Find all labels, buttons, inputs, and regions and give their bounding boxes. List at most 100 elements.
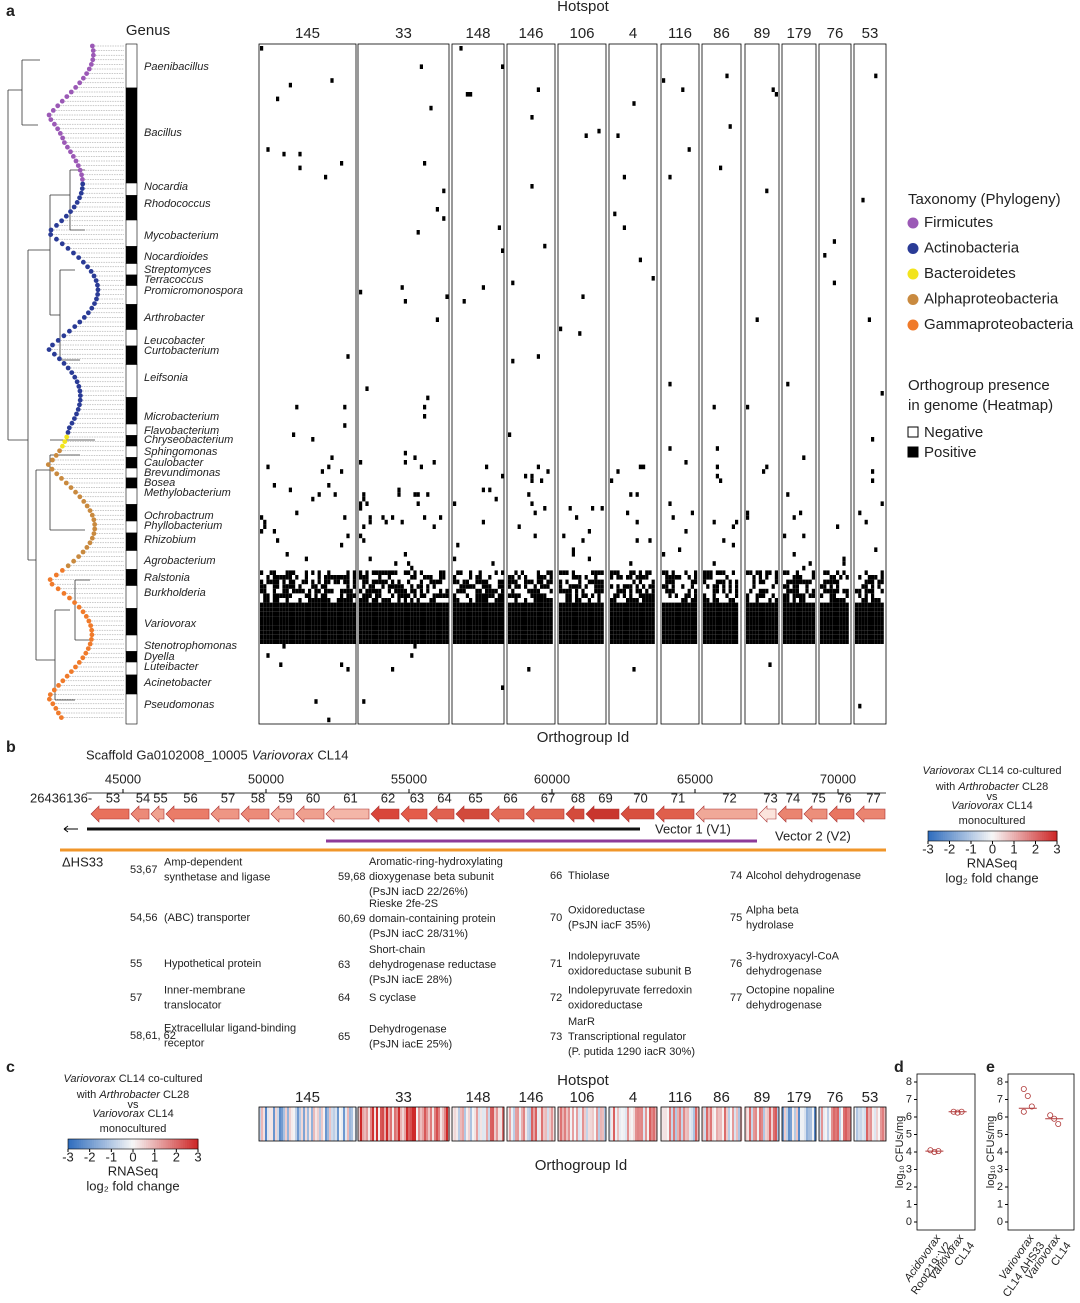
- heatmap-cell: [320, 634, 324, 640]
- heatmap-cell: [749, 625, 753, 631]
- heatmap-cell: [799, 616, 803, 621]
- heatmap-cell: [272, 593, 276, 598]
- heatmap-cell: [381, 625, 385, 631]
- genus-label: Variovorax: [144, 618, 197, 630]
- heatmap-cell: [765, 575, 769, 580]
- heatmap-cell: [619, 611, 623, 617]
- heatmap-cell: [403, 450, 407, 456]
- annotation-id: 64: [338, 992, 350, 1004]
- heatmap-cell: [426, 611, 430, 617]
- heatmap-cell: [728, 588, 732, 594]
- strip-cell: [400, 1107, 403, 1141]
- heatmap-cell: [864, 598, 868, 603]
- colorbar-cell: [988, 831, 991, 841]
- heatmap-cell: [346, 533, 350, 539]
- heatmap-cell: [362, 575, 366, 580]
- gene-arrow: [150, 805, 165, 823]
- heatmap-cell: [722, 630, 726, 635]
- heatmap-cell: [459, 46, 463, 51]
- heatmap-cell: [820, 634, 824, 640]
- heatmap-cell: [703, 598, 707, 603]
- heatmap-cell: [642, 593, 646, 598]
- leaf-dot: [77, 393, 83, 398]
- heatmap-cell: [642, 616, 646, 621]
- hotspot-header: Hotspot: [557, 1072, 610, 1089]
- heatmap-cell: [613, 602, 617, 608]
- heatmap-cell: [375, 598, 379, 603]
- heatmap-cell: [371, 616, 375, 621]
- gene-arrow: [695, 805, 758, 823]
- heatmap-cell: [365, 625, 369, 631]
- heatmap-cell: [269, 634, 273, 640]
- heatmap-cell: [792, 584, 796, 589]
- heatmap-cell: [610, 616, 614, 621]
- heatmap-cell: [426, 575, 430, 580]
- heatmap-cell: [651, 639, 655, 644]
- heatmap-cell: [829, 634, 833, 640]
- heatmap-cell: [394, 639, 398, 644]
- heatmap-cell: [871, 611, 875, 617]
- heatmap-cell: [298, 598, 302, 603]
- heatmap-cell: [662, 625, 666, 631]
- heatmap-cell: [472, 639, 476, 644]
- heatmap-cell: [578, 625, 582, 631]
- heatmap-cell: [874, 598, 878, 603]
- heatmap-cell: [301, 579, 305, 585]
- heatmap-cell: [629, 616, 633, 621]
- heatmap-cell: [877, 625, 881, 631]
- heatmap-cell: [272, 607, 276, 612]
- strip-cell: [613, 1107, 616, 1141]
- heatmap-cell: [712, 616, 716, 621]
- strip-cell: [511, 1107, 514, 1141]
- annotation-text: (PsJN iacF 35%): [568, 919, 651, 931]
- heatmap-cell: [432, 634, 436, 640]
- heatmap-cell: [298, 639, 302, 644]
- heatmap-cell: [880, 630, 884, 635]
- heatmap-cell: [488, 588, 492, 594]
- heatmap-cell: [346, 625, 350, 631]
- heatmap-cell: [426, 625, 430, 631]
- heatmap-cell: [478, 630, 482, 635]
- heatmap-cell: [722, 584, 726, 589]
- heatmap-cell: [703, 575, 707, 580]
- heatmap-cell: [429, 105, 433, 111]
- heatmap-cell: [880, 588, 884, 594]
- leaf-dot: [87, 508, 93, 513]
- heatmap-cell: [279, 621, 283, 626]
- heatmap-cell: [371, 598, 375, 603]
- heatmap-cell: [260, 639, 264, 644]
- heatmap-cell: [481, 593, 485, 598]
- heatmap-cell: [536, 616, 540, 621]
- heatmap-cell: [279, 630, 283, 635]
- heatmap-cell: [867, 611, 871, 617]
- heatmap-cell: [578, 598, 582, 603]
- strip-cell: [629, 1107, 632, 1141]
- strip-cell: [507, 1107, 510, 1141]
- heatmap-cell: [562, 602, 566, 608]
- strip-cell: [486, 1107, 489, 1141]
- heatmap-cell: [266, 621, 270, 626]
- heatmap-cell: [494, 607, 498, 612]
- heatmap-cell: [533, 611, 537, 617]
- heatmap-cell: [671, 570, 675, 575]
- gene-label: 73: [763, 790, 777, 805]
- heatmap-cell: [808, 616, 812, 621]
- heatmap-cell: [755, 607, 759, 612]
- heatmap-cell: [629, 630, 633, 635]
- strip-cell: [502, 1107, 505, 1141]
- heatmap-cell: [472, 621, 476, 626]
- heatmap-cell: [371, 621, 375, 626]
- heatmap-cell: [400, 519, 404, 525]
- leaf-dot: [72, 374, 78, 380]
- strip-cell: [576, 1107, 579, 1141]
- heatmap-cell: [343, 611, 347, 617]
- heatmap-cell: [581, 607, 585, 612]
- heatmap-cell: [266, 464, 270, 470]
- heatmap-cell: [481, 634, 485, 640]
- colorbar-cell: [128, 1139, 132, 1149]
- heatmap-cell: [613, 634, 617, 640]
- heatmap-cell: [619, 588, 623, 594]
- heatmap-cell: [871, 616, 875, 621]
- heatmap-cell: [362, 611, 366, 617]
- heatmap-cell: [789, 630, 793, 635]
